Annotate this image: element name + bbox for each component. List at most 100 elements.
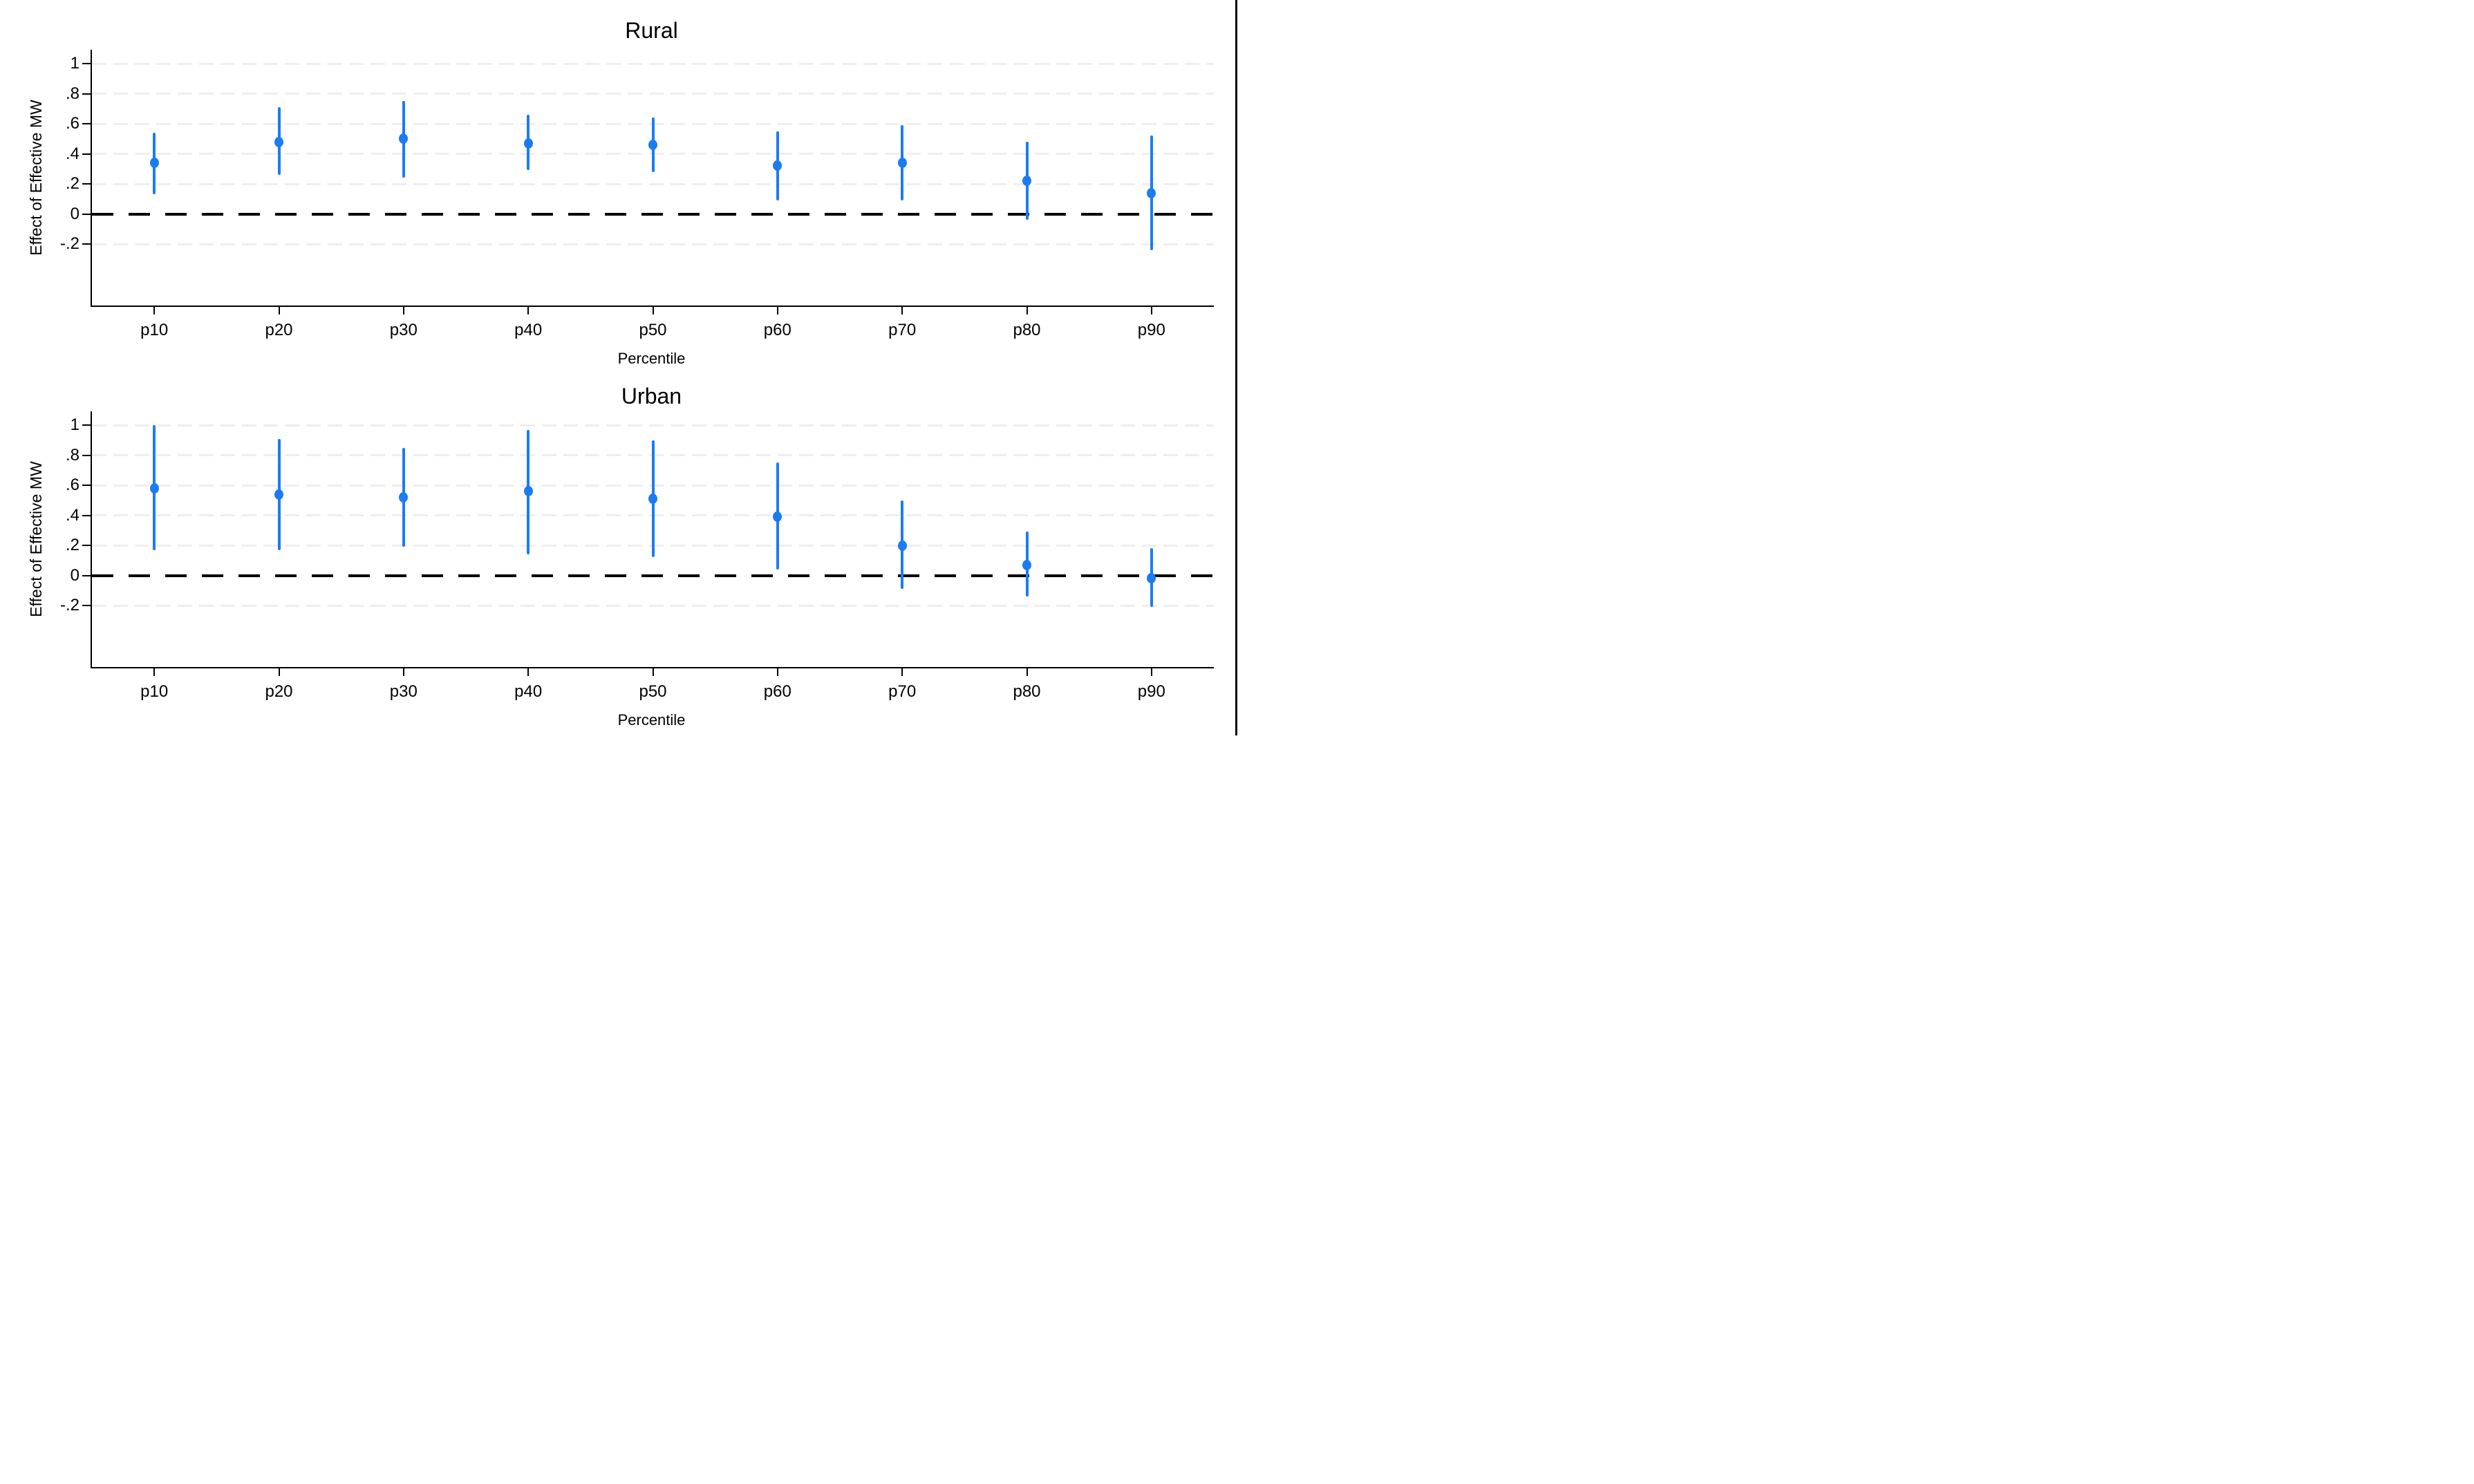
x-tick-label-p40: p40 [514,682,543,701]
point-estimate-p10 [149,158,159,169]
gridline-y--.2 [92,604,1214,607]
x-tick-label-p80: p80 [1013,682,1041,701]
x-axis-title-rural: Percentile [617,350,686,367]
y-tick-label-.2: .2 [65,174,79,193]
x-tick-p10 [153,306,156,314]
x-tick-label-p60: p60 [763,321,791,339]
y-tick-.4 [82,153,91,155]
gridline-y-1 [92,62,1214,65]
x-tick-p60 [776,667,778,676]
x-tick-p90 [1150,667,1152,676]
point-estimate-p40 [523,486,533,497]
point-estimate-p70 [897,158,907,169]
x-tick-p80 [1026,667,1028,676]
x-axis-title-urban: Percentile [617,711,686,729]
panel-title-urban: Urban [621,384,682,408]
x-tick-label-p90: p90 [1137,321,1165,339]
x-tick-label-p20: p20 [265,682,293,701]
point-estimate-p80 [1022,559,1031,570]
y-tick-label-.8: .8 [65,84,79,103]
y-tick-label-.4: .4 [65,505,79,525]
zero-reference-line [92,212,1214,216]
y-tick-0 [82,574,91,576]
x-tick-p70 [901,306,903,314]
x-tick-label-p30: p30 [389,321,418,339]
plot-area-urban: 1 .8 .6 .4 .2 0 -.2 p10 p20 p30 p40 p50 p60 p70 p80 p90 [60,411,1214,701]
x-tick-p90 [1150,306,1152,314]
x-tick-p10 [153,667,156,676]
gridline-y-.8 [92,93,1214,95]
x-tick-p40 [527,306,530,314]
x-tick-p60 [776,306,778,314]
y-tick-label-.8: .8 [65,445,79,464]
x-tick-label-p60: p60 [763,682,791,701]
y-tick-.8 [82,93,91,95]
y-tick-.8 [82,454,91,456]
screenshot-edge-artifact [1235,0,1237,735]
y-tick-.2 [82,545,91,546]
point-estimate-p90 [1147,187,1156,198]
x-tick-p20 [278,306,280,314]
point-estimate-p30 [399,133,409,144]
x-tick-label-p40: p40 [514,321,543,339]
x-tick-label-p70: p70 [888,321,917,339]
point-estimate-p80 [1022,176,1031,187]
x-tick-p80 [1026,306,1028,314]
x-tick-label-p10: p10 [140,682,169,701]
panel-urban: Urban Effect of Effective MW 1.8.6.4.2 0-… [0,371,1237,742]
gridline-y-1 [92,424,1214,426]
point-estimate-p20 [274,489,283,500]
point-estimate-p60 [773,160,783,171]
x-tick-label-p10: p10 [140,321,169,339]
point-estimate-p20 [274,136,283,147]
x-tick-label-p90: p90 [1137,682,1165,701]
x-tick-label-p50: p50 [639,321,667,339]
x-tick-p50 [652,667,654,676]
point-estimate-p40 [523,138,533,149]
figure-canvas: Rural Effect of Effective MW 1.8.6.4.2 0-… [0,0,1237,742]
y-tick-label--.2: -.2 [59,234,79,253]
y-tick-label-1: 1 [70,415,79,434]
gridline-y--.2 [92,243,1214,245]
x-tick-label-p30: p30 [389,682,418,701]
point-estimate-p30 [399,491,409,503]
y-tick-label-1: 1 [70,54,79,73]
y-tick-label--.2: -.2 [59,596,79,614]
point-estimate-p70 [897,540,907,551]
x-tick-label-p80: p80 [1013,321,1041,339]
y-tick-label-0: 0 [70,565,79,585]
y-tick--.2 [82,243,91,245]
panel-title-rural: Rural [625,18,678,43]
y-tick-1 [82,424,91,426]
zero-reference-line [92,574,1214,577]
y-tick-.2 [82,183,91,185]
point-estimate-p10 [149,482,159,494]
x-tick-p40 [527,667,530,676]
panel-rural: Rural Effect of Effective MW 1.8.6.4.2 0-… [0,0,1237,371]
y-tick-label-0: 0 [70,204,79,223]
gridline-y-.2 [92,182,1214,185]
y-tick-label-.6: .6 [65,114,79,133]
y-tick-0 [82,213,91,215]
y-tick-label-.6: .6 [65,476,79,494]
y-tick-.6 [82,485,91,486]
plot-area-rural: 1 .8 .6 .4 .2 0 -.2 p10 p20 p30 p40 p50 p60 p70 p80 p90 [60,50,1214,339]
point-estimate-p50 [648,494,657,505]
y-tick-label-.4: .4 [65,144,79,163]
x-tick-p30 [402,306,404,314]
y-tick-1 [82,63,91,64]
y-tick-label-.2: .2 [65,536,79,554]
y-tick--.2 [82,605,91,606]
y-tick-.6 [82,123,91,124]
point-estimate-p90 [1147,573,1156,584]
x-tick-p70 [901,667,903,676]
x-tick-label-p70: p70 [888,682,917,701]
x-tick-p20 [278,667,280,676]
x-tick-label-p20: p20 [265,321,293,339]
y-tick-.4 [82,514,91,516]
point-estimate-p60 [773,511,783,523]
point-estimate-p50 [648,139,657,150]
x-tick-p30 [402,667,404,676]
x-tick-label-p50: p50 [639,682,667,701]
x-tick-p50 [652,306,654,314]
